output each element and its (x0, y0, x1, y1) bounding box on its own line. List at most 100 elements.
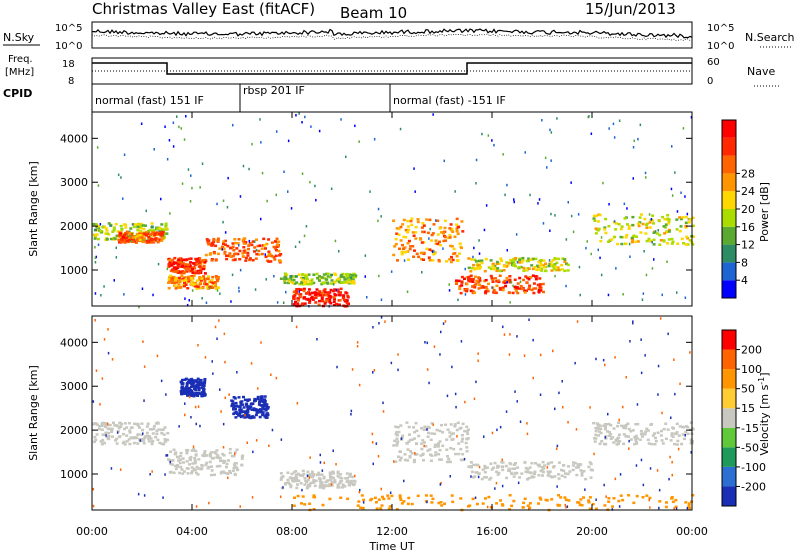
power-cell (132, 240, 136, 243)
velocity-scatter-cell (251, 496, 254, 499)
velocity-cell (190, 471, 194, 475)
velocity-cell (611, 436, 615, 439)
power-cell (231, 245, 235, 248)
power-cell (537, 288, 541, 292)
power-scatter-cell (390, 270, 393, 273)
power-cell (244, 256, 248, 260)
velocity-cell (633, 442, 637, 446)
power-cell (194, 281, 197, 285)
power-cell (196, 285, 200, 288)
velocity-scatter-cell (95, 369, 98, 372)
velocity-cell (408, 455, 412, 458)
power-scatter-cell (242, 164, 245, 168)
power-cell (323, 300, 327, 304)
velocity-cell (203, 378, 207, 381)
power-cell (320, 291, 324, 295)
power-scatter-cell (264, 253, 266, 256)
velocity-cells (92, 316, 695, 512)
power-scatter-cell (676, 291, 678, 294)
power-cell (161, 230, 165, 234)
power-cell (183, 281, 186, 285)
velocity-scatter-cell (477, 475, 480, 479)
velocity-scatter-cell (149, 473, 151, 476)
power-cell (338, 299, 342, 302)
power-scatter-cell (657, 229, 659, 232)
power-cell (492, 288, 496, 292)
velocity-cell (645, 427, 649, 431)
power-cell (436, 233, 440, 236)
colorbar-swatch (722, 330, 736, 350)
power-cell (430, 239, 433, 242)
velocity-cell (629, 438, 633, 441)
velocity-cell (197, 380, 201, 384)
power-cell (684, 224, 688, 228)
velocity-cell (599, 427, 603, 430)
velocity-cell (664, 505, 668, 509)
power-scatter-cell (238, 286, 240, 290)
velocity-cell (653, 432, 656, 435)
power-cell (215, 287, 218, 290)
velocity-cell (381, 495, 384, 499)
power-cell (440, 231, 444, 234)
power-cell (183, 270, 187, 274)
power-cell (150, 232, 154, 235)
power-cell (157, 232, 161, 236)
velocity-cell (541, 460, 545, 464)
power-cell (320, 295, 324, 299)
power-cell (198, 276, 202, 279)
power-cell (560, 264, 564, 267)
power-cell (337, 293, 341, 297)
power-cell (224, 243, 228, 246)
velocity-cell (629, 430, 633, 433)
power-cell (416, 220, 420, 224)
power-scatter-cell (491, 139, 493, 142)
velocity-cell (656, 431, 660, 434)
velocity-cell (544, 498, 548, 502)
power-cell (434, 242, 438, 245)
noise-left-tick-bottom: 10^0 (55, 41, 82, 52)
power-scatter-cell (403, 259, 406, 262)
velocity-cell (433, 445, 437, 448)
velocity-scatter-cell (446, 394, 449, 398)
velocity-cell (213, 451, 217, 454)
velocity-scatter-cell (372, 462, 374, 466)
power-scatter-cell (464, 267, 466, 271)
velocity-cell (192, 394, 196, 397)
velocity-cell (176, 456, 180, 459)
velocity-cell (576, 463, 580, 466)
velocity-cell (155, 429, 159, 433)
power-cell (168, 258, 172, 262)
velocity-scatter-cell (371, 441, 374, 444)
power-cell (686, 243, 690, 246)
power-cell (678, 216, 682, 219)
velocity-cell (157, 428, 161, 431)
power-cell (638, 221, 642, 224)
velocity-cell (118, 421, 122, 425)
power-cell (325, 297, 329, 301)
velocity-cell (516, 466, 520, 469)
velocity-scatter-cell (195, 505, 198, 508)
power-cell (351, 281, 355, 284)
velocity-scatter-cell (649, 506, 651, 509)
power-cell (300, 281, 303, 285)
power-cell (174, 284, 178, 288)
velocity-scatter-cell (270, 373, 272, 376)
velocity-cell (379, 507, 383, 510)
velocity-scatter-cell (216, 337, 218, 340)
velocity-scatter-cell (224, 396, 226, 400)
power-cell (443, 235, 447, 239)
power-cell (406, 219, 410, 223)
velocity-cell (265, 416, 269, 419)
velocity-cell (505, 476, 509, 480)
velocity-scatter-cell (156, 354, 159, 358)
power-cell (335, 302, 338, 306)
velocity-cell (441, 444, 445, 448)
power-cell (123, 241, 127, 244)
velocity-cell (192, 449, 196, 452)
velocity-cell (344, 477, 348, 480)
power-scatter-cell (650, 218, 653, 221)
power-cell (307, 273, 311, 276)
velocity-cell (338, 482, 342, 485)
velocity-cell (681, 433, 685, 436)
power-scatter-cell (123, 293, 125, 296)
